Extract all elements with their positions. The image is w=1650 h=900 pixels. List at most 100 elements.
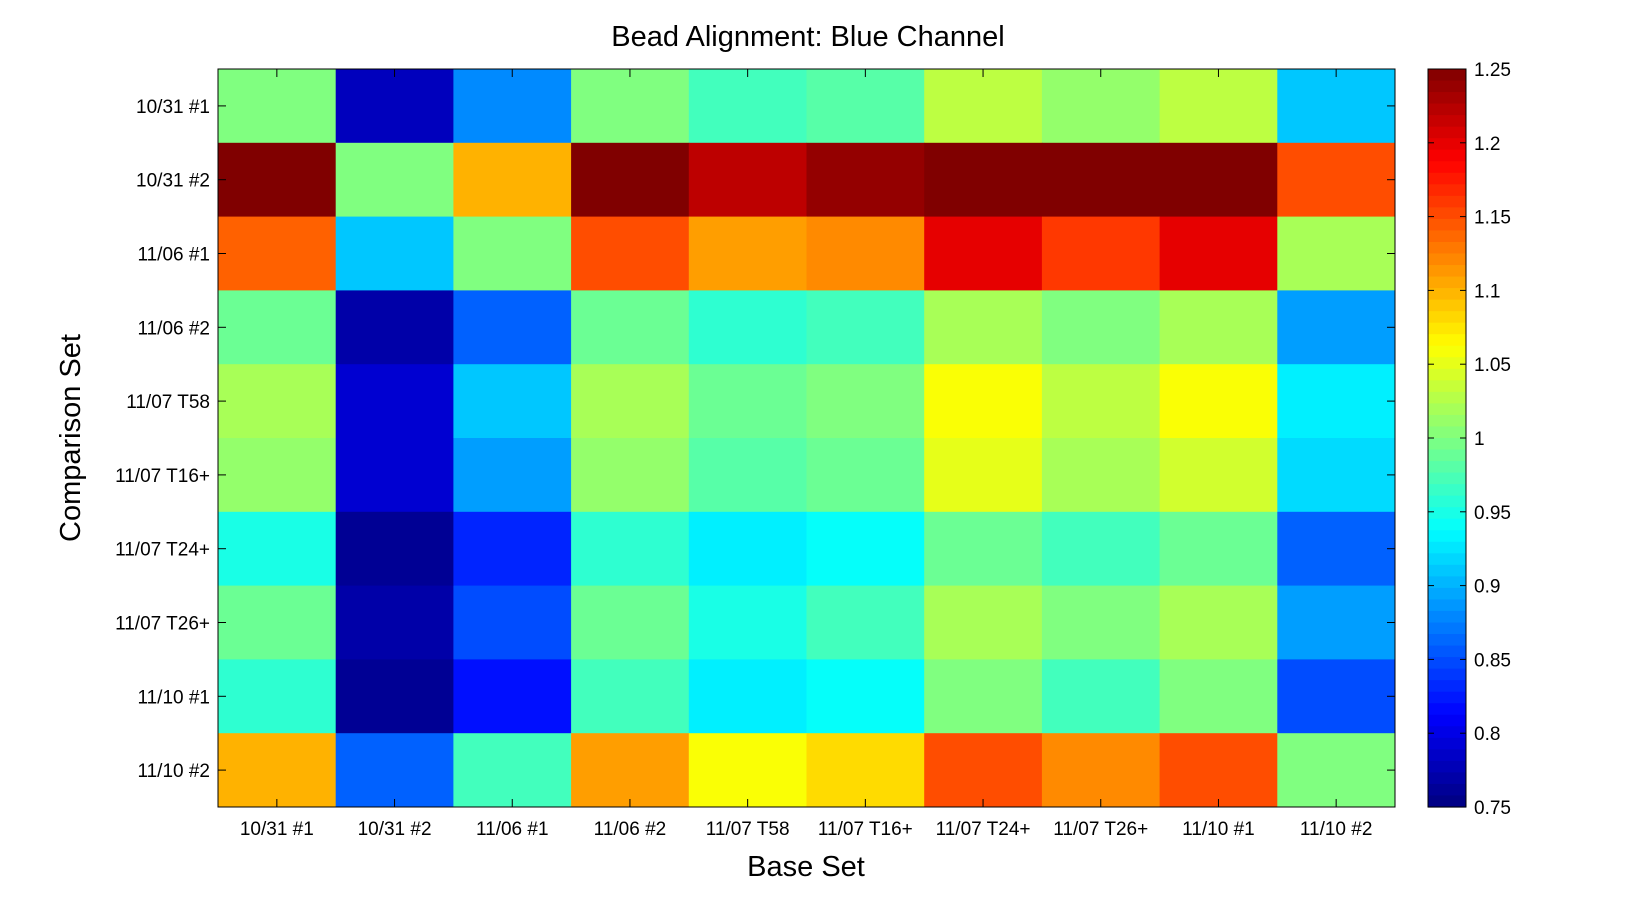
colorbar-swatch bbox=[1428, 461, 1466, 474]
colorbar-swatch bbox=[1428, 449, 1466, 462]
heatmap-cell bbox=[453, 142, 572, 218]
heatmap-cell bbox=[1277, 142, 1396, 218]
y-tick-label: 11/07 T26+ bbox=[115, 614, 210, 635]
colorbar-swatch bbox=[1428, 610, 1466, 624]
colorbar-swatch bbox=[1428, 703, 1466, 716]
colorbar-swatch bbox=[1428, 622, 1466, 635]
heatmap-cell bbox=[571, 733, 690, 808]
heatmap-cell bbox=[688, 69, 807, 144]
heatmap-cell bbox=[924, 585, 1043, 660]
colorbar-swatch bbox=[1428, 195, 1466, 208]
colorbar-swatch bbox=[1428, 530, 1466, 543]
heatmap-cell bbox=[571, 216, 690, 291]
heatmap-cell bbox=[688, 290, 807, 365]
y-tick-label: 10/31 #2 bbox=[136, 171, 210, 192]
heatmap-cell bbox=[1159, 142, 1278, 218]
heatmap-cell bbox=[571, 438, 690, 513]
heatmap-cell bbox=[1041, 364, 1161, 439]
heatmap-cell bbox=[218, 733, 337, 808]
colorbar-swatch bbox=[1428, 126, 1466, 139]
heatmap-cell bbox=[571, 142, 690, 218]
heatmap-cell bbox=[571, 69, 690, 144]
colorbar-tick-label: 0.85 bbox=[1474, 650, 1511, 671]
heatmap-cell bbox=[453, 364, 572, 439]
x-axis-ticks: 10/31 #1 10/31 #2 11/06 #1 11/06 #2 11/07 T5… bbox=[240, 69, 1373, 840]
colorbar-swatch bbox=[1428, 737, 1466, 750]
colorbar-swatch bbox=[1428, 241, 1466, 255]
colorbar: 0.75 0.8 0.85 0.9 0.95 1 1.05 1.1 1.15 1.2 1.25 bbox=[1427, 60, 1511, 819]
colorbar-swatch bbox=[1428, 564, 1466, 577]
colorbar-swatch bbox=[1428, 518, 1466, 531]
heatmap-cell bbox=[453, 290, 572, 365]
y-tick-label: 11/06 #2 bbox=[137, 318, 210, 339]
colorbar-tick-label: 1.1 bbox=[1474, 281, 1500, 302]
heatmap-cell bbox=[1041, 142, 1161, 218]
heatmap-cell bbox=[806, 585, 925, 660]
colorbar-swatch bbox=[1428, 103, 1466, 116]
heatmap-cell bbox=[453, 585, 572, 660]
x-tick-label: 11/07 T58 bbox=[706, 819, 790, 840]
colorbar-tick-label: 0.75 bbox=[1474, 798, 1511, 819]
colorbar-tick-label: 0.95 bbox=[1474, 503, 1511, 524]
colorbar-swatch bbox=[1428, 391, 1466, 405]
heatmap-cell bbox=[1041, 733, 1161, 808]
heatmap-cell bbox=[806, 69, 925, 144]
colorbar-swatch bbox=[1428, 161, 1466, 174]
heatmap-cell bbox=[806, 290, 925, 365]
heatmap-cell bbox=[453, 511, 572, 587]
colorbar-tick-label: 1.2 bbox=[1474, 134, 1500, 155]
heatmap-cell bbox=[924, 733, 1043, 808]
colorbar-swatch bbox=[1428, 299, 1466, 312]
x-tick-label: 11/07 T16+ bbox=[818, 819, 913, 840]
heatmap-cell bbox=[1159, 511, 1278, 587]
heatmap-cell bbox=[1277, 69, 1396, 144]
colorbar-swatch bbox=[1428, 207, 1466, 220]
y-tick-label: 11/06 #1 bbox=[137, 245, 210, 266]
colorbar-swatch bbox=[1428, 541, 1466, 554]
heatmap-cell bbox=[453, 216, 572, 291]
colorbar-swatch bbox=[1428, 69, 1466, 82]
heatmap-cell bbox=[335, 733, 454, 808]
colorbar-swatch bbox=[1428, 414, 1466, 428]
heatmap-cell bbox=[1041, 69, 1161, 144]
heatmap-cell bbox=[806, 216, 925, 291]
x-axis-label: Base Set bbox=[747, 851, 865, 883]
y-tick-label: 11/07 T58 bbox=[126, 392, 210, 413]
heatmap-cell bbox=[571, 511, 690, 587]
heatmap-cell bbox=[1041, 216, 1161, 291]
colorbar-swatch bbox=[1428, 426, 1466, 439]
colorbar-swatch bbox=[1428, 403, 1466, 416]
heatmap-cell bbox=[1277, 585, 1396, 660]
heatmap-cell bbox=[688, 733, 807, 808]
heatmap-cell bbox=[453, 659, 572, 734]
colorbar-swatch bbox=[1428, 576, 1466, 589]
heatmap-cell bbox=[218, 585, 337, 660]
heatmap-cell bbox=[218, 69, 337, 144]
heatmap-cell bbox=[1159, 438, 1278, 513]
heatmap-cell bbox=[924, 69, 1043, 144]
heatmap-cell bbox=[1159, 733, 1278, 808]
heatmap-cell bbox=[571, 585, 690, 660]
colorbar-swatch bbox=[1428, 714, 1466, 727]
y-tick-label: 10/31 #1 bbox=[136, 97, 210, 118]
colorbar-swatch bbox=[1428, 438, 1466, 451]
heatmap-cell bbox=[335, 290, 454, 365]
colorbar-swatch bbox=[1428, 357, 1466, 370]
heatmap-cell bbox=[218, 364, 337, 439]
heatmap-cell bbox=[1277, 511, 1396, 587]
heatmap-cell bbox=[218, 438, 337, 513]
x-tick-label: 10/31 #1 bbox=[240, 819, 314, 840]
x-tick-label: 11/10 #2 bbox=[1300, 819, 1373, 840]
colorbar-swatch bbox=[1428, 668, 1466, 681]
heatmap-cell bbox=[218, 511, 337, 587]
heatmap-cell bbox=[806, 659, 925, 734]
heatmap-cell bbox=[335, 216, 454, 291]
heatmap-cell bbox=[1277, 438, 1396, 513]
colorbar-swatch bbox=[1428, 265, 1466, 278]
colorbar-swatch bbox=[1428, 253, 1466, 266]
x-tick-label: 11/07 T26+ bbox=[1053, 819, 1148, 840]
heatmap-cell bbox=[335, 585, 454, 660]
colorbar-swatch bbox=[1428, 92, 1466, 105]
y-axis-ticks: 10/31 #1 10/31 #2 11/06 #1 11/06 #2 11/07 T5… bbox=[115, 97, 1395, 782]
